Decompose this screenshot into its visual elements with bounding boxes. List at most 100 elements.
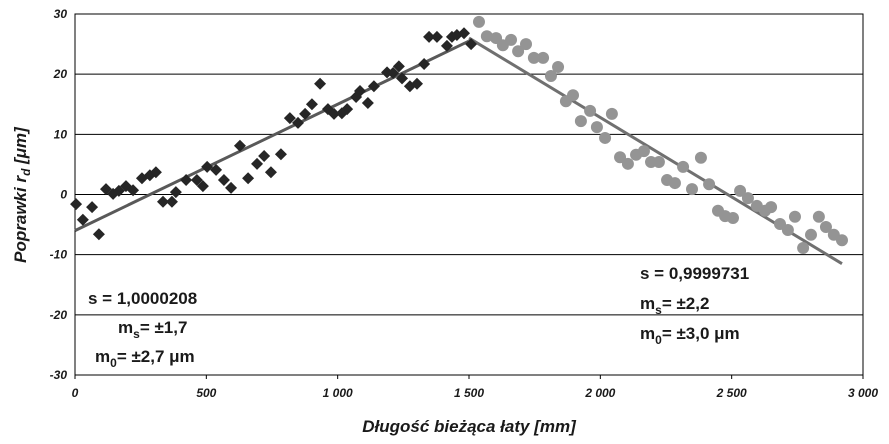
annotation-rest: = ±3,0 μm xyxy=(662,324,740,343)
data-point xyxy=(149,166,162,179)
data-point xyxy=(734,184,747,197)
data-point xyxy=(367,80,380,93)
annotation-text: m xyxy=(118,318,133,337)
annotation: ms= ±1,7 xyxy=(118,318,187,341)
data-point xyxy=(233,139,246,152)
data-point xyxy=(423,30,436,43)
data-point xyxy=(361,97,374,110)
annotation-rest: = ±2,2 xyxy=(662,294,710,313)
data-point xyxy=(544,69,557,82)
x-tick-label: 0 xyxy=(72,386,79,400)
y-tick-label: 30 xyxy=(54,7,68,21)
data-point xyxy=(156,195,169,208)
data-point xyxy=(242,172,255,185)
data-point xyxy=(741,192,754,205)
data-point xyxy=(537,51,550,64)
data-point xyxy=(694,151,707,164)
x-tick-label: 3 000 xyxy=(848,386,878,400)
annotation-sub: 0 xyxy=(655,333,662,347)
annotation-sub: 0 xyxy=(110,356,117,370)
data-point xyxy=(512,45,525,58)
data-point xyxy=(299,107,312,120)
data-point xyxy=(668,177,681,190)
data-point xyxy=(765,201,778,214)
data-point xyxy=(812,210,825,223)
y-tick-label: -30 xyxy=(50,368,68,382)
y-tick-label: -10 xyxy=(50,248,68,262)
data-point xyxy=(440,39,453,52)
x-tick-label: 1 000 xyxy=(323,386,353,400)
fit-line xyxy=(74,39,470,232)
data-point xyxy=(225,181,238,194)
data-point xyxy=(465,38,478,51)
y-tick-label: 20 xyxy=(53,67,68,81)
data-point xyxy=(552,60,565,73)
data-point xyxy=(264,166,277,179)
x-tick-label: 500 xyxy=(196,386,216,400)
x-tick-label: 2 500 xyxy=(716,386,747,400)
data-point xyxy=(283,112,296,125)
data-point xyxy=(605,107,618,120)
annotation: m0= ±2,7 μm xyxy=(95,347,195,370)
data-point xyxy=(788,210,801,223)
annotation: s = 0,9999731 xyxy=(640,264,749,283)
annotation-rest: = ±2,7 μm xyxy=(117,347,195,366)
data-point xyxy=(804,228,817,241)
data-point xyxy=(797,242,810,255)
data-point xyxy=(726,211,739,224)
data-point xyxy=(341,103,354,116)
data-point xyxy=(686,183,699,196)
data-point xyxy=(251,157,264,170)
data-point xyxy=(274,148,287,161)
plot-frame xyxy=(74,13,864,376)
data-point xyxy=(584,104,597,117)
data-point xyxy=(781,223,794,236)
data-point xyxy=(92,228,105,241)
x-axis-label: Długość bieżąca łaty [mm] xyxy=(362,417,577,436)
data-point xyxy=(458,27,471,40)
y-axis-label: Poprawki rd [μm] xyxy=(11,126,33,263)
data-point xyxy=(567,89,580,102)
data-point xyxy=(217,174,230,187)
annotation-text: m xyxy=(640,324,655,343)
data-point xyxy=(86,201,99,214)
annotation: ms= ±2,2 xyxy=(640,294,709,317)
data-point xyxy=(819,220,832,233)
annotation-sub: s xyxy=(133,327,140,341)
data-point xyxy=(396,72,409,85)
y-tick-label: -20 xyxy=(50,308,68,322)
data-point xyxy=(392,60,405,73)
data-point xyxy=(430,30,443,43)
y-label-rest: [μm] xyxy=(11,126,30,169)
data-point xyxy=(210,163,223,176)
data-point xyxy=(519,38,532,51)
data-point xyxy=(472,15,485,28)
annotation-text: s = 0,9999731 xyxy=(640,264,749,283)
data-point xyxy=(387,66,400,79)
annotation-rest: = ±1,7 xyxy=(140,318,188,337)
x-tick-label: 2 000 xyxy=(584,386,615,400)
annotation-text: s = 1,0000208 xyxy=(88,289,197,308)
data-point xyxy=(76,213,89,226)
data-point xyxy=(196,180,209,193)
annotation-sub: s xyxy=(655,303,662,317)
data-point xyxy=(418,57,431,70)
data-point xyxy=(527,51,540,64)
data-point xyxy=(127,184,140,197)
data-point xyxy=(165,195,178,208)
data-point xyxy=(614,151,627,164)
data-point xyxy=(621,157,634,170)
data-point xyxy=(703,178,716,191)
data-point xyxy=(353,85,366,98)
data-point xyxy=(180,174,193,187)
annotation: m0= ±3,0 μm xyxy=(640,324,740,347)
y-tick-label: 0 xyxy=(60,188,67,202)
data-point xyxy=(314,77,327,90)
y-tick-label: 10 xyxy=(54,127,68,141)
data-point xyxy=(590,121,603,134)
data-point xyxy=(410,77,423,90)
annotation-text: m xyxy=(640,294,655,313)
x-tick-label: 1 500 xyxy=(454,386,484,400)
